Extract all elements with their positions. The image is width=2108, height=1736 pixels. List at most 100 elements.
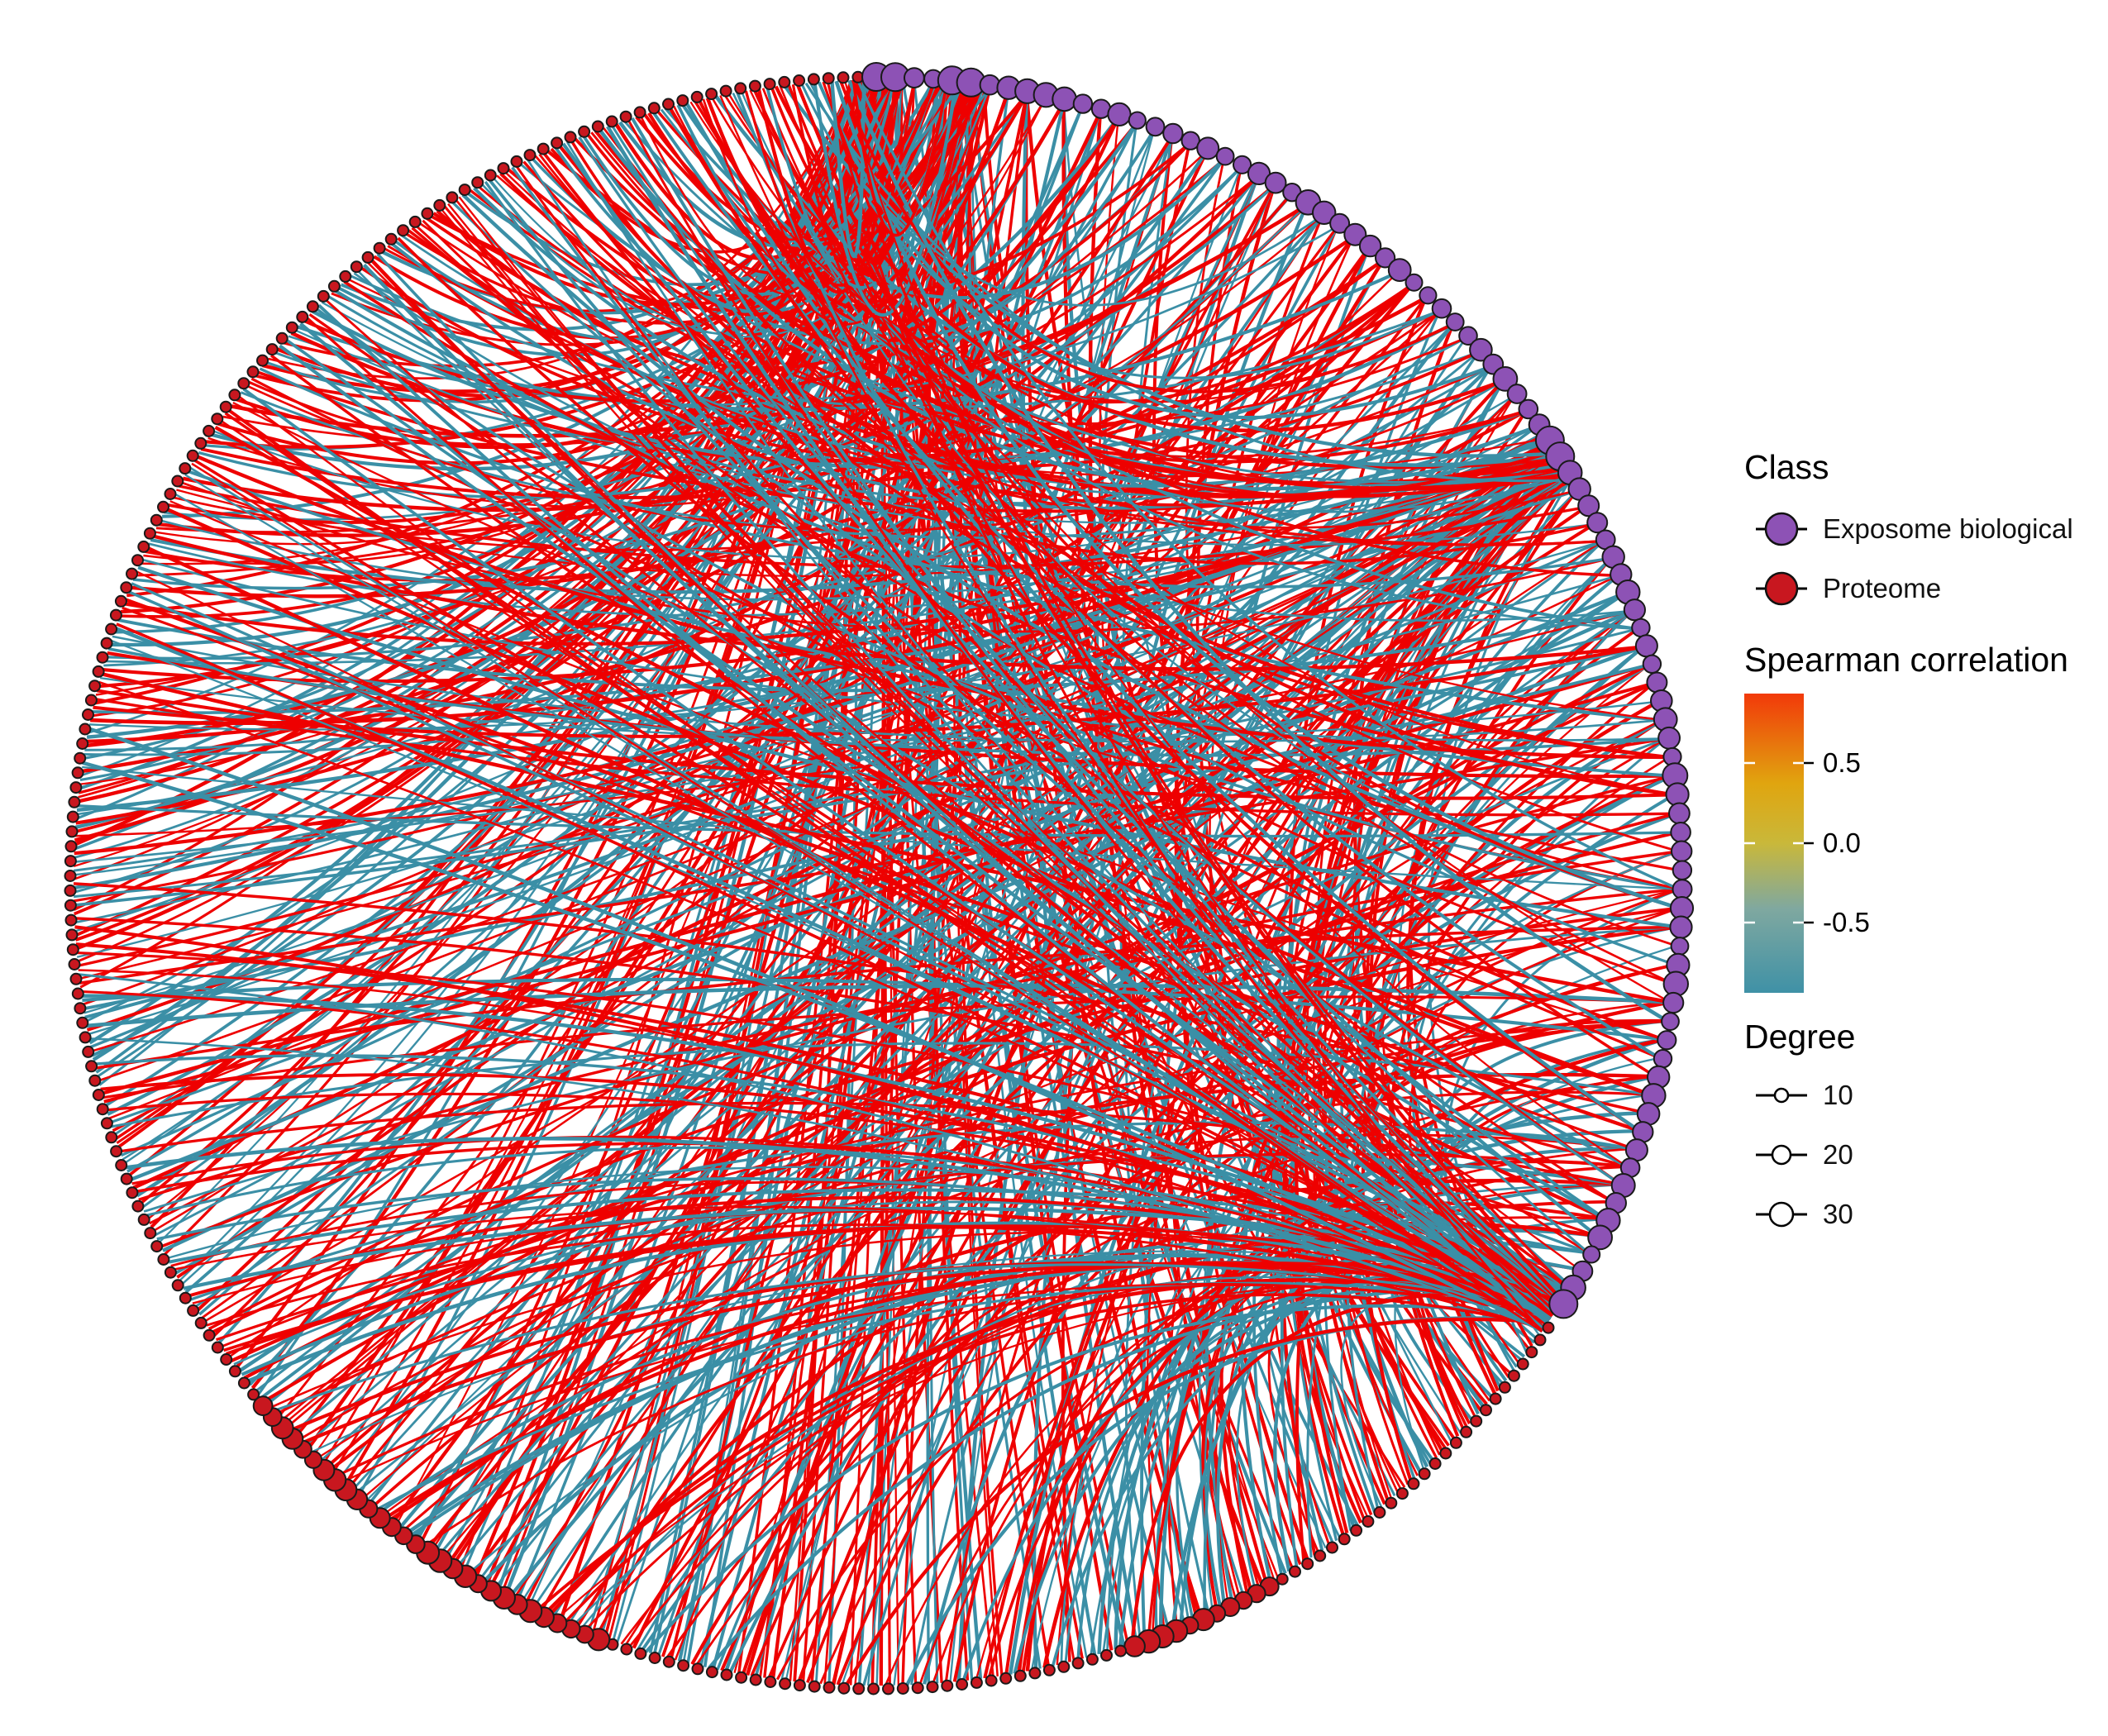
correlation-legend-title: Spearman correlation <box>1744 641 2068 679</box>
proteome-node <box>143 527 156 540</box>
correlation-edge <box>155 175 1259 534</box>
proteome-node <box>339 269 352 283</box>
proteome-node <box>306 300 319 313</box>
proteome-color-swatch <box>1764 571 1799 606</box>
exposome-node <box>1145 117 1166 137</box>
proteome-node <box>246 365 260 379</box>
proteome-node <box>96 1103 109 1116</box>
proteome-node <box>1301 1557 1314 1571</box>
proteome-node <box>327 279 341 293</box>
correlation-edge <box>627 118 1554 1317</box>
proteome-node <box>228 389 241 402</box>
exposome-node <box>1672 879 1693 900</box>
proteome-node <box>252 1395 274 1416</box>
proteome-node <box>296 310 309 323</box>
proteome-node <box>564 131 577 144</box>
correlation-edge <box>303 142 1191 403</box>
correlation-edge <box>557 144 1670 760</box>
proteome-node <box>822 72 835 85</box>
proteome-node <box>1289 1565 1301 1578</box>
correlation-edge <box>104 101 1066 1108</box>
proteome-node <box>171 1279 184 1292</box>
correlation-edge <box>987 1165 1628 1678</box>
degree-30-marker-icon <box>1756 1201 1807 1228</box>
exposome-node <box>1548 1289 1579 1319</box>
correlation-edge <box>511 166 1550 1323</box>
proteome-node <box>228 1365 241 1378</box>
proteome-node <box>1449 1436 1462 1449</box>
proteome-node <box>591 120 604 133</box>
exposome-node <box>1052 86 1077 112</box>
proteome-node <box>150 513 163 527</box>
proteome-node <box>778 75 791 88</box>
proteome-node <box>1326 1541 1338 1554</box>
correlation-edge <box>432 84 972 307</box>
proteome-node <box>92 1089 105 1101</box>
proteome-node <box>1516 1357 1529 1371</box>
correlation-edge <box>343 280 1675 797</box>
correlation-edge <box>570 79 875 317</box>
correlation-edge <box>647 81 936 250</box>
correlation-edges <box>73 79 1680 1686</box>
correlation-edge <box>288 225 1338 406</box>
correlation-edge <box>191 462 1543 1333</box>
degree-item-30: 30 <box>1744 1185 2108 1244</box>
proteome-node <box>1350 1524 1363 1537</box>
correlation-edge <box>305 316 1553 1318</box>
exposome-node <box>1662 991 1685 1014</box>
exposome-node <box>1671 840 1693 862</box>
proteome-node <box>748 79 761 93</box>
proteome-node <box>100 1117 113 1130</box>
correlation-edge <box>210 116 1120 471</box>
correlation-edge <box>839 80 1454 393</box>
proteome-node <box>1013 1669 1027 1682</box>
proteome-node <box>203 1328 216 1342</box>
proteome-node <box>79 723 92 736</box>
proteome-node <box>1028 1667 1042 1680</box>
proteome-node <box>764 1676 777 1688</box>
correlation-edge <box>101 663 1650 1095</box>
proteome-node <box>749 1673 762 1686</box>
exposome-node <box>1582 1245 1601 1264</box>
proteome-node <box>970 1676 983 1689</box>
proteome-node <box>384 232 398 246</box>
proteome-node <box>926 1681 939 1694</box>
proteome-node <box>88 1074 102 1087</box>
correlation-edge <box>360 266 1480 469</box>
correlation-edge <box>82 765 1680 890</box>
proteome-node <box>690 90 703 103</box>
proteome-node <box>471 176 484 189</box>
proteome-node <box>179 462 192 475</box>
correlation-edge <box>694 100 1657 1078</box>
proteome-node <box>237 1376 250 1390</box>
proteome-node <box>71 766 84 780</box>
correlation-edge <box>248 106 1084 1386</box>
correlation-edge <box>645 1304 1552 1653</box>
proteome-node <box>137 540 150 553</box>
proteome-node <box>65 825 79 838</box>
proteome-node <box>79 1031 92 1044</box>
proteome-node <box>823 1681 836 1694</box>
correlation-edge <box>711 96 1565 498</box>
proteome-node <box>537 142 550 155</box>
proteome-node <box>763 78 776 91</box>
degree-item-10: 10 <box>1744 1066 2108 1125</box>
proteome-node <box>131 554 144 567</box>
exposome-node <box>1312 200 1337 225</box>
correlation-edge <box>74 645 1644 907</box>
proteome-node <box>807 73 820 86</box>
correlation-edge <box>736 92 1571 1288</box>
correlation-edge <box>145 1146 1555 1314</box>
proteome-node <box>735 1671 748 1684</box>
proteome-node <box>1428 1457 1442 1470</box>
correlation-edge <box>610 124 1590 1254</box>
exposome-color-swatch <box>1764 512 1799 546</box>
proteome-node <box>446 191 459 204</box>
proteome-node <box>619 110 632 123</box>
colorbar-tick-0-0: 0.0 <box>1823 827 1861 858</box>
exposome-node <box>1107 102 1132 126</box>
exposome-node <box>1196 136 1220 160</box>
correlation-edge <box>317 303 1550 1323</box>
proteome-node <box>220 1353 233 1366</box>
